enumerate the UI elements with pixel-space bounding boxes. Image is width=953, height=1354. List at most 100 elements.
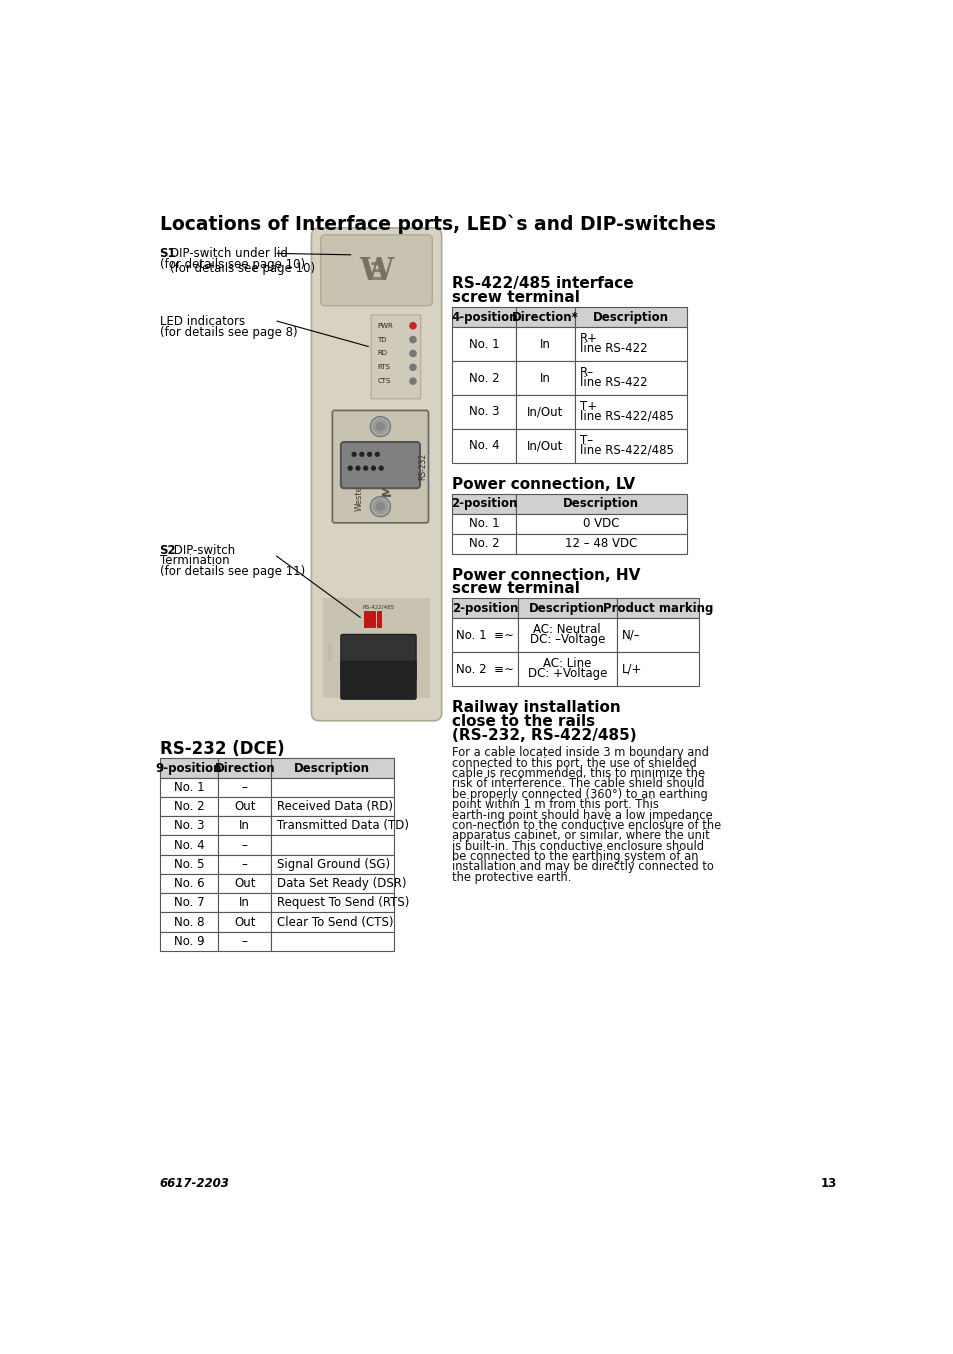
FancyBboxPatch shape — [332, 410, 428, 523]
Bar — [575, 328, 686, 362]
Text: connected to this port, the use of shielded: connected to this port, the use of shiel… — [452, 757, 697, 769]
Circle shape — [410, 378, 416, 385]
Bar — [516, 328, 575, 362]
Text: No. 1: No. 1 — [173, 781, 204, 793]
Bar — [517, 653, 617, 686]
Text: AC: Line: AC: Line — [542, 657, 591, 670]
Text: is built-in. This conductive enclosure should: is built-in. This conductive enclosure s… — [452, 839, 703, 853]
Text: Received Data (RD): Received Data (RD) — [276, 800, 393, 814]
Bar — [376, 612, 381, 627]
Text: be properly connected (360°) to an earthing: be properly connected (360°) to an earth… — [452, 788, 707, 800]
Text: Locations of Interface ports, LED`s and DIP-switches: Locations of Interface ports, LED`s and … — [159, 215, 715, 234]
Text: T+: T+ — [579, 399, 597, 413]
Text: the protective earth.: the protective earth. — [452, 871, 571, 884]
Text: S1: S1 — [159, 248, 176, 260]
Bar — [452, 362, 516, 395]
Text: RS-422/485: RS-422/485 — [362, 604, 395, 609]
Text: Request To Send (RTS): Request To Send (RTS) — [276, 896, 409, 910]
Text: S2: S2 — [159, 543, 176, 556]
Text: –: – — [242, 838, 248, 852]
Bar — [218, 873, 271, 894]
Text: –: – — [242, 781, 248, 793]
Bar — [159, 932, 218, 951]
Bar — [517, 598, 617, 619]
Text: Railway installation: Railway installation — [452, 700, 620, 715]
Text: N/–: N/– — [621, 628, 640, 642]
Text: Description: Description — [592, 311, 668, 324]
Text: Westermo: Westermo — [355, 468, 364, 510]
Bar — [218, 816, 271, 835]
Text: LED indicators: LED indicators — [159, 315, 244, 328]
Bar — [271, 932, 394, 951]
Text: Out: Out — [233, 877, 255, 890]
Text: RD: RD — [377, 351, 387, 356]
Text: Signal Ground (SG): Signal Ground (SG) — [276, 858, 389, 871]
FancyBboxPatch shape — [340, 662, 416, 699]
Bar — [271, 816, 394, 835]
Text: 6617-2203: 6617-2203 — [159, 1178, 229, 1190]
Circle shape — [363, 466, 367, 470]
Circle shape — [410, 337, 416, 343]
Bar — [370, 612, 375, 627]
FancyBboxPatch shape — [311, 227, 441, 720]
Bar — [159, 894, 218, 913]
Text: installation and may be directly connected to: installation and may be directly connect… — [452, 861, 714, 873]
Bar — [516, 395, 575, 429]
Text: Out: Out — [233, 915, 255, 929]
Text: Ξ: Ξ — [368, 260, 384, 284]
Text: AC: Neutral: AC: Neutral — [533, 623, 600, 636]
Circle shape — [376, 502, 384, 510]
Text: Out: Out — [233, 800, 255, 814]
Bar — [617, 619, 699, 653]
Bar — [159, 835, 218, 854]
Text: –: – — [242, 858, 248, 871]
Bar — [575, 395, 686, 429]
Circle shape — [370, 417, 390, 436]
Text: 9-position: 9-position — [155, 761, 222, 774]
Bar — [218, 932, 271, 951]
Text: (for details see page 8): (for details see page 8) — [159, 326, 297, 338]
Text: DC: –Voltage: DC: –Voltage — [529, 632, 604, 646]
Text: line RS-422: line RS-422 — [579, 343, 647, 355]
Bar — [516, 429, 575, 463]
Text: con-nection to the conductive enclosure of the: con-nection to the conductive enclosure … — [452, 819, 721, 831]
Bar — [516, 533, 686, 554]
FancyBboxPatch shape — [340, 635, 416, 680]
Text: Description: Description — [294, 761, 370, 774]
Text: DIP-switch under lid
(for details see page 10): DIP-switch under lid (for details see pa… — [171, 248, 315, 275]
Text: Power connection, LV: Power connection, LV — [452, 477, 635, 492]
Text: Direction*: Direction* — [512, 311, 578, 324]
Bar — [516, 513, 686, 533]
Bar — [218, 913, 271, 932]
FancyBboxPatch shape — [371, 315, 420, 399]
Bar — [452, 619, 517, 653]
Text: CTS: CTS — [377, 378, 391, 385]
Text: apparatus cabinet, or similar, where the unit: apparatus cabinet, or similar, where the… — [452, 829, 709, 842]
Bar — [516, 494, 686, 513]
Text: Data Set Ready (DSR): Data Set Ready (DSR) — [276, 877, 406, 890]
Text: No. 3: No. 3 — [469, 405, 499, 418]
Text: Product marking: Product marking — [602, 601, 712, 615]
Text: Direction: Direction — [214, 761, 274, 774]
Bar — [159, 777, 218, 798]
Bar — [218, 835, 271, 854]
Text: No. 3: No. 3 — [173, 819, 204, 833]
Text: MDW-45: MDW-45 — [380, 437, 394, 496]
Text: In/Out: In/Out — [527, 405, 563, 418]
Text: DIP-switch: DIP-switch — [171, 543, 235, 556]
Text: 12 – 48 VDC: 12 – 48 VDC — [564, 538, 637, 550]
Bar — [452, 533, 516, 554]
Bar — [575, 429, 686, 463]
Bar — [159, 816, 218, 835]
Text: In: In — [539, 337, 551, 351]
Text: DC: +Voltage: DC: +Voltage — [527, 666, 606, 680]
Text: screw terminal: screw terminal — [452, 290, 579, 305]
Text: No. 5: No. 5 — [173, 858, 204, 871]
Text: L/+: L/+ — [621, 662, 642, 676]
Text: –: – — [242, 934, 248, 948]
Bar — [617, 598, 699, 619]
Text: Power connection, HV: Power connection, HV — [452, 567, 640, 582]
Circle shape — [410, 364, 416, 371]
Bar — [517, 619, 617, 653]
Bar — [159, 798, 218, 816]
